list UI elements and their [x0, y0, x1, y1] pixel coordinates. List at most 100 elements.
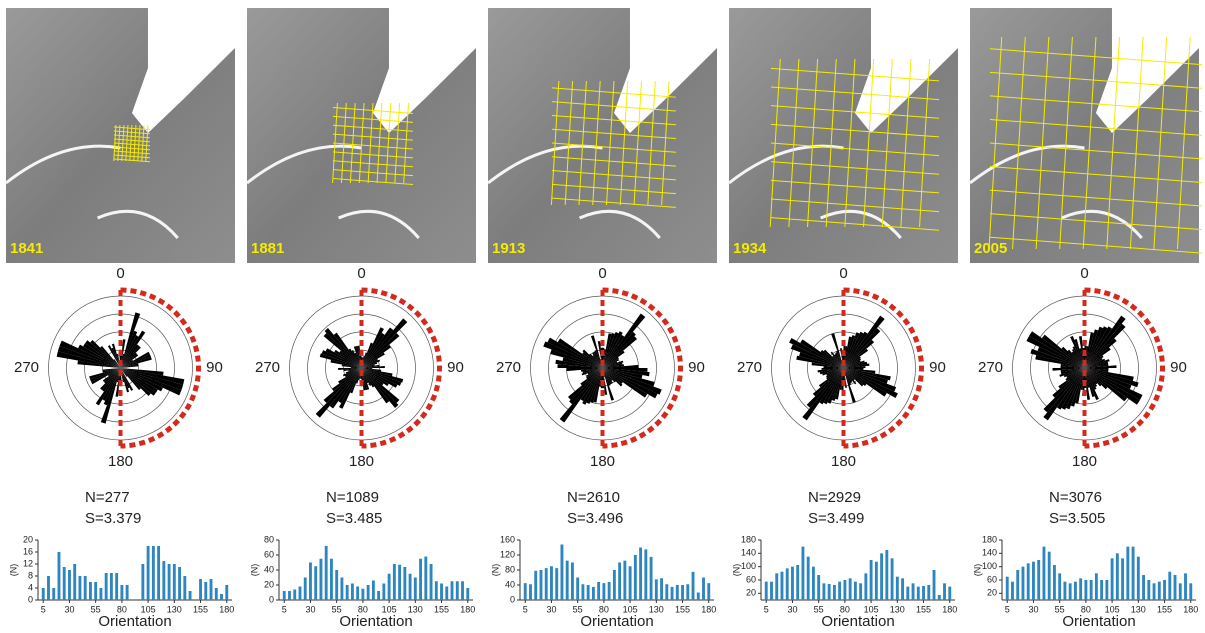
hist-bar — [833, 585, 836, 600]
hist-bar — [629, 566, 632, 600]
x-tick-label: 30 — [787, 604, 797, 614]
hist-subtitle: S=3.499 — [808, 510, 864, 527]
hist-bar — [854, 582, 857, 600]
y-axis-label: (N) — [8, 564, 18, 577]
hist-bar — [828, 584, 831, 600]
hist-bar — [943, 583, 946, 600]
hist-bar — [183, 576, 186, 600]
hist-bar — [110, 573, 113, 600]
rose-angle-label: 90 — [688, 359, 705, 376]
hist-title: N=2929 — [808, 489, 861, 506]
y-tick-label: 8 — [28, 570, 33, 580]
hist-bar — [419, 559, 422, 600]
rose-angle-label: 0 — [116, 265, 124, 282]
hist-bar — [912, 583, 915, 600]
hist-title: N=1089 — [326, 489, 379, 506]
hist-bar — [802, 547, 805, 600]
hist-bar — [314, 566, 317, 600]
hist-bar — [58, 552, 61, 600]
hist-bar — [1105, 580, 1108, 600]
hist-bar — [79, 576, 82, 600]
y-tick-label: 40 — [505, 579, 515, 589]
hist-bar — [293, 590, 296, 601]
hist-bar — [859, 583, 862, 600]
hist-bar — [451, 581, 454, 600]
y-tick-label: 0 — [28, 594, 33, 604]
hist-bar — [435, 581, 438, 600]
rose-angle-label: 0 — [1080, 265, 1088, 282]
hist-bar — [770, 582, 773, 600]
hist-bar — [173, 564, 176, 600]
hist-bar — [304, 578, 307, 601]
hist-bar — [545, 568, 548, 600]
hist-bar — [796, 565, 799, 600]
hist-bar — [581, 584, 584, 600]
y-tick-label: 4 — [28, 582, 33, 592]
hist-bar — [325, 546, 328, 600]
hist-subtitle: S=3.496 — [567, 510, 623, 527]
hist-bar — [466, 588, 469, 600]
hist-bar — [430, 564, 433, 600]
x-axis-label: Orientation — [339, 613, 412, 630]
hist-bar — [576, 578, 579, 601]
hist-bar — [822, 583, 825, 600]
hist-bar — [1053, 565, 1056, 600]
hist-bar — [168, 564, 171, 600]
rose-arc — [121, 290, 199, 446]
hist-bar — [1163, 580, 1166, 600]
hist-bar — [1027, 563, 1030, 600]
hist-bar — [225, 585, 228, 600]
hist-bar — [644, 549, 647, 600]
hist-bar — [702, 578, 705, 601]
hist-bar — [817, 575, 820, 600]
hist-bar — [89, 582, 92, 600]
y-tick-label: 20 — [23, 534, 33, 544]
hist-bar — [1147, 580, 1150, 600]
y-tick-label: 60 — [264, 549, 274, 559]
hist-bar — [42, 588, 45, 600]
hist-bar — [896, 577, 899, 600]
hist-bar — [927, 585, 930, 600]
hist-bar — [1048, 552, 1051, 600]
hist-bar — [372, 581, 375, 601]
hist-bar — [906, 587, 909, 600]
rose-bar — [316, 368, 362, 418]
y-tick-label: 60 — [987, 574, 997, 584]
hist-bar — [403, 567, 406, 600]
hist-bar — [655, 579, 658, 600]
hist-bar — [215, 588, 218, 600]
hist-bar — [105, 573, 108, 600]
hist-bar — [283, 591, 286, 600]
hist-bar — [52, 588, 55, 600]
x-axis-label: Orientation — [580, 613, 653, 630]
y-tick-label: 160 — [500, 534, 515, 544]
rose-angle-label: 90 — [929, 359, 946, 376]
rose-angle-label: 0 — [839, 265, 847, 282]
hist-bar — [676, 585, 679, 600]
rose-angle-label: 270 — [978, 359, 1003, 376]
rose-angle-label: 180 — [349, 453, 374, 470]
rose-bar — [362, 318, 408, 368]
hist-bar — [1179, 583, 1182, 600]
hist-bar — [1189, 583, 1192, 600]
hist-bar — [126, 585, 129, 600]
hist-bar — [660, 578, 663, 600]
y-tick-label: 100 — [982, 561, 997, 571]
x-tick-label: 180 — [701, 604, 716, 614]
hist-bar — [178, 567, 181, 600]
hist-bar — [1074, 582, 1077, 600]
hist-bar — [309, 563, 312, 601]
hist-bar — [73, 564, 76, 600]
hist-bar — [115, 573, 118, 600]
x-tick-label: 5 — [764, 604, 769, 614]
hist-bar — [398, 565, 401, 600]
y-tick-label: 180 — [741, 534, 756, 544]
hist-bar — [220, 594, 223, 600]
hist-bar — [367, 585, 370, 600]
hist-bar — [555, 568, 558, 600]
x-tick-label: 155 — [193, 604, 208, 614]
rose-angle-label: 0 — [598, 265, 606, 282]
hist-bar — [361, 589, 364, 600]
x-tick-label: 180 — [460, 604, 475, 614]
hist-subtitle: S=3.379 — [85, 510, 141, 527]
